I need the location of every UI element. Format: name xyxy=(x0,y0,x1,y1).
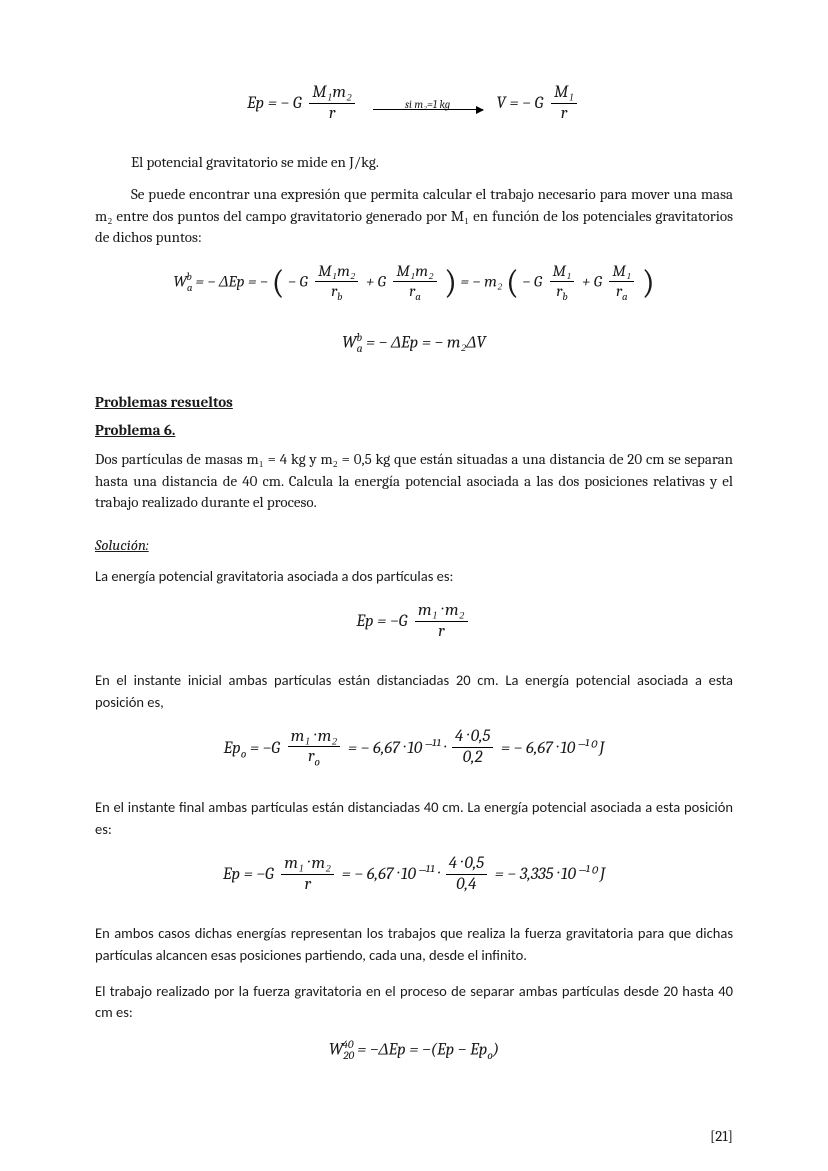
problem-title: Problema 6. xyxy=(95,421,733,439)
problem-statement: Dos partículas de masas m₁ = 4 kg y m₂ =… xyxy=(95,449,733,514)
equation-6: Ep = −G m₁ · m₂ r = − 6,67 · 10⁻¹¹ · 4 ·… xyxy=(95,855,733,895)
equation-1: Ep = − G M₁m₂ r si m₂=1 kg V = − G M₁ r xyxy=(95,84,733,124)
page-number: [21] xyxy=(710,1127,733,1145)
solution-p4: En ambos casos dichas energías represent… xyxy=(95,923,733,967)
section-title: Problemas resueltos xyxy=(95,393,733,411)
eq1-frac1: M₁m₂ r xyxy=(305,84,359,124)
paragraph-2: Se puede encontrar una expresión que per… xyxy=(95,184,733,249)
solution-title: Solución: xyxy=(95,536,733,554)
equation-3: Wab = − ΔEp = − m₂ΔV xyxy=(95,331,733,355)
eq1-left: Ep = − G xyxy=(247,94,305,113)
eq1-frac2: M₁ r xyxy=(547,84,581,124)
equation-5: Epo = −G m₁ · m₂ ro = − 6,67 · 10⁻¹¹ · 4… xyxy=(95,728,733,770)
solution-p3: En el instante final ambas partículas es… xyxy=(95,797,733,841)
equation-2: Wab = − ΔEp = − ( − G M₁m₂ rb + G M₁m₂ r… xyxy=(95,263,733,303)
equation-4: Ep = −G m₁ · m₂ r xyxy=(95,602,733,642)
equation-7: W2040 = −ΔEp = −(Ep − Epo) xyxy=(95,1038,733,1062)
solution-p1: La energía potencial gravitatoria asocia… xyxy=(95,566,733,588)
eq1-arrow: si m₂=1 kg xyxy=(373,98,483,110)
paragraph-1: El potencial gravitatorio se mide en J/k… xyxy=(95,152,733,174)
eq1-right: V = − G xyxy=(496,94,547,113)
solution-p5: El trabajo realizado por la fuerza gravi… xyxy=(95,981,733,1025)
solution-p2: En el instante inicial ambas partículas … xyxy=(95,670,733,714)
